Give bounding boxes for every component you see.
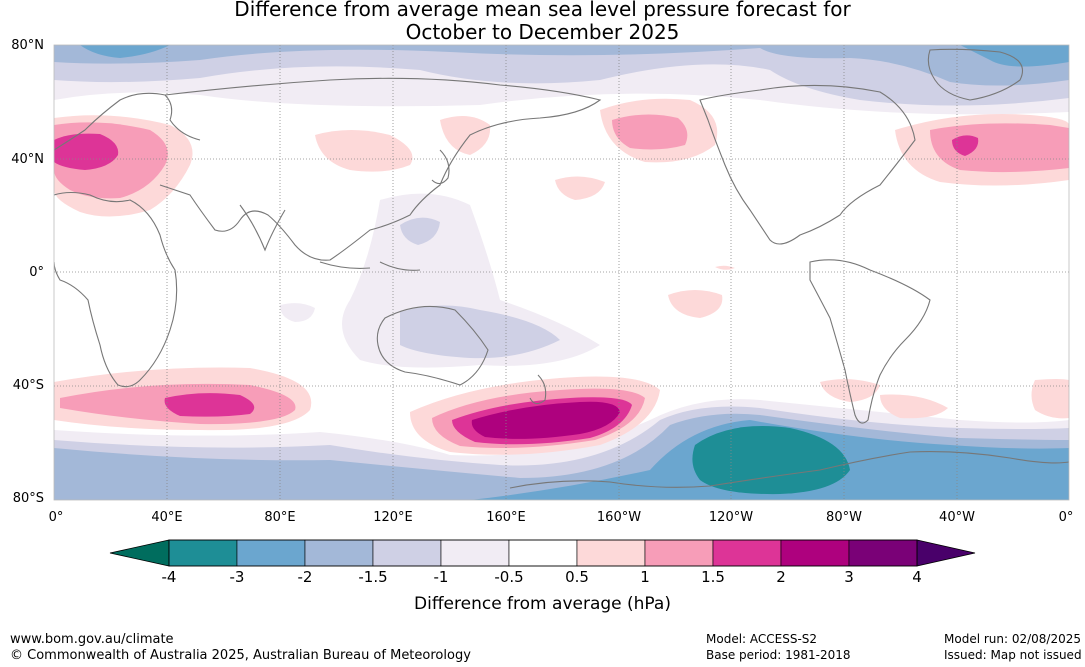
lon-label-40e: 40°E xyxy=(151,510,183,525)
lon-label-160w: 160°W xyxy=(596,510,642,525)
npacific-anomaly-low-2 xyxy=(555,176,605,200)
npacific-anomaly-mid xyxy=(612,114,688,150)
europe-coastline xyxy=(54,92,201,151)
natlantic-anomaly-mid xyxy=(930,123,1069,173)
colorbar-bin xyxy=(576,539,646,567)
lat-label-80n: 80°N xyxy=(11,38,44,53)
footer-issued: Issued: Map not issued xyxy=(944,648,1082,662)
nz-coastline xyxy=(529,374,547,405)
satlantic-anomaly-low xyxy=(820,379,880,402)
colorbar-tick: -3 xyxy=(229,568,245,586)
lon-label-80w: 80°W xyxy=(826,510,862,525)
arctic-anomaly-strong xyxy=(54,45,1069,86)
colorbar-bin xyxy=(440,539,510,567)
asia-anomaly-low-2 xyxy=(440,116,491,155)
colorbar-bin xyxy=(168,539,238,567)
satlantic-anomaly-low-2 xyxy=(880,394,948,419)
asia-anomaly-low xyxy=(315,130,413,172)
colorbar xyxy=(109,539,976,567)
colorbar-bin xyxy=(780,539,850,567)
colorbar-bin xyxy=(644,539,714,567)
colorbar-bin xyxy=(848,539,918,567)
colorbar-tick: 3 xyxy=(844,568,854,586)
lat-label-equator: 0° xyxy=(29,265,44,280)
lon-label-120e: 120°E xyxy=(373,510,413,525)
sindian-anomaly-high xyxy=(164,393,255,417)
satlantic-anomaly-low-3 xyxy=(1031,379,1069,419)
lon-label-0-right: 0° xyxy=(1058,510,1074,525)
map-frame xyxy=(53,44,1070,501)
spacific-anomaly-strongest xyxy=(471,401,620,439)
lon-label-40w: 40°W xyxy=(939,510,975,525)
colorbar-over-triangle xyxy=(916,539,976,567)
colorbar-tick: -1.5 xyxy=(358,568,388,586)
colorbar-label: Difference from average (hPa) xyxy=(414,594,671,614)
india-coastline xyxy=(239,204,286,252)
colorbar-tick: -1 xyxy=(433,568,449,586)
greenland-coastline xyxy=(927,48,1024,101)
europe-anomaly-high xyxy=(54,133,119,170)
japan-coastline xyxy=(431,149,450,185)
colorbar-tick: -0.5 xyxy=(494,568,524,586)
colorbar-bin xyxy=(304,539,374,567)
map-title: Difference from average mean sea level p… xyxy=(0,0,1085,44)
lon-label-160e: 160°E xyxy=(486,510,526,525)
pacific-anomaly-low xyxy=(668,290,723,318)
australia-coastline xyxy=(376,305,489,386)
anomaly-fields xyxy=(54,45,1069,500)
colorbar-tick: -2 xyxy=(297,568,313,586)
coastlines xyxy=(54,48,1069,489)
title-line-1: Difference from average mean sea level p… xyxy=(234,0,851,21)
arctic-anomaly-mid xyxy=(54,45,1069,106)
wpacific-anomaly-mid xyxy=(400,305,560,359)
natlantic-anomaly-high xyxy=(952,135,979,156)
colorbar-tick: 1.5 xyxy=(701,568,725,586)
colorbar-tick: 2 xyxy=(776,568,786,586)
colorbar-tick: -4 xyxy=(161,568,177,586)
colorbar-frame xyxy=(168,539,918,567)
footer-url[interactable]: www.bom.gov.au/climate xyxy=(10,632,174,647)
colorbar-bin xyxy=(712,539,782,567)
colorbar-tick: 0.5 xyxy=(565,568,589,586)
asia-coastline xyxy=(159,77,602,261)
lat-label-40s: 40°S xyxy=(12,378,44,393)
colorbar-bins xyxy=(168,539,918,567)
lon-label-80e: 80°E xyxy=(264,510,296,525)
lon-label-120w: 120°W xyxy=(708,510,754,525)
map-gridlines xyxy=(54,45,1069,500)
indian-anomaly-light xyxy=(280,303,315,322)
title-line-2: October to December 2025 xyxy=(405,20,680,44)
lat-label-80s: 80°S xyxy=(12,491,44,506)
amundsen-anomaly-strongest xyxy=(692,426,850,495)
colorbar-bin xyxy=(236,539,306,567)
arctic-anomaly-core-2 xyxy=(80,45,170,58)
south-america-coastline xyxy=(809,259,931,424)
wpacific-anomaly-mid-2 xyxy=(400,217,440,245)
antarctica-coastline xyxy=(509,451,1069,489)
footer-base-period: Base period: 1981-2018 xyxy=(706,648,851,662)
pacific-anomaly-low-2 xyxy=(715,265,735,270)
footer-model-run: Model run: 02/08/2025 xyxy=(944,632,1082,646)
footer-model: Model: ACCESS-S2 xyxy=(706,632,818,646)
colorbar-bin xyxy=(508,539,578,567)
indonesia-coastline xyxy=(319,261,421,271)
north-america-coastline xyxy=(699,84,916,245)
colorbar-under-triangle xyxy=(109,539,170,567)
colorbar-tick: 1 xyxy=(640,568,650,586)
lon-label-0-left: 0° xyxy=(48,510,64,525)
colorbar-tick: 4 xyxy=(912,568,922,586)
lat-label-40n: 40°N xyxy=(11,152,44,167)
footer-copyright: © Commonwealth of Australia 2025, Austra… xyxy=(10,648,471,663)
colorbar-bin xyxy=(372,539,442,567)
africa-coastline xyxy=(54,191,178,388)
